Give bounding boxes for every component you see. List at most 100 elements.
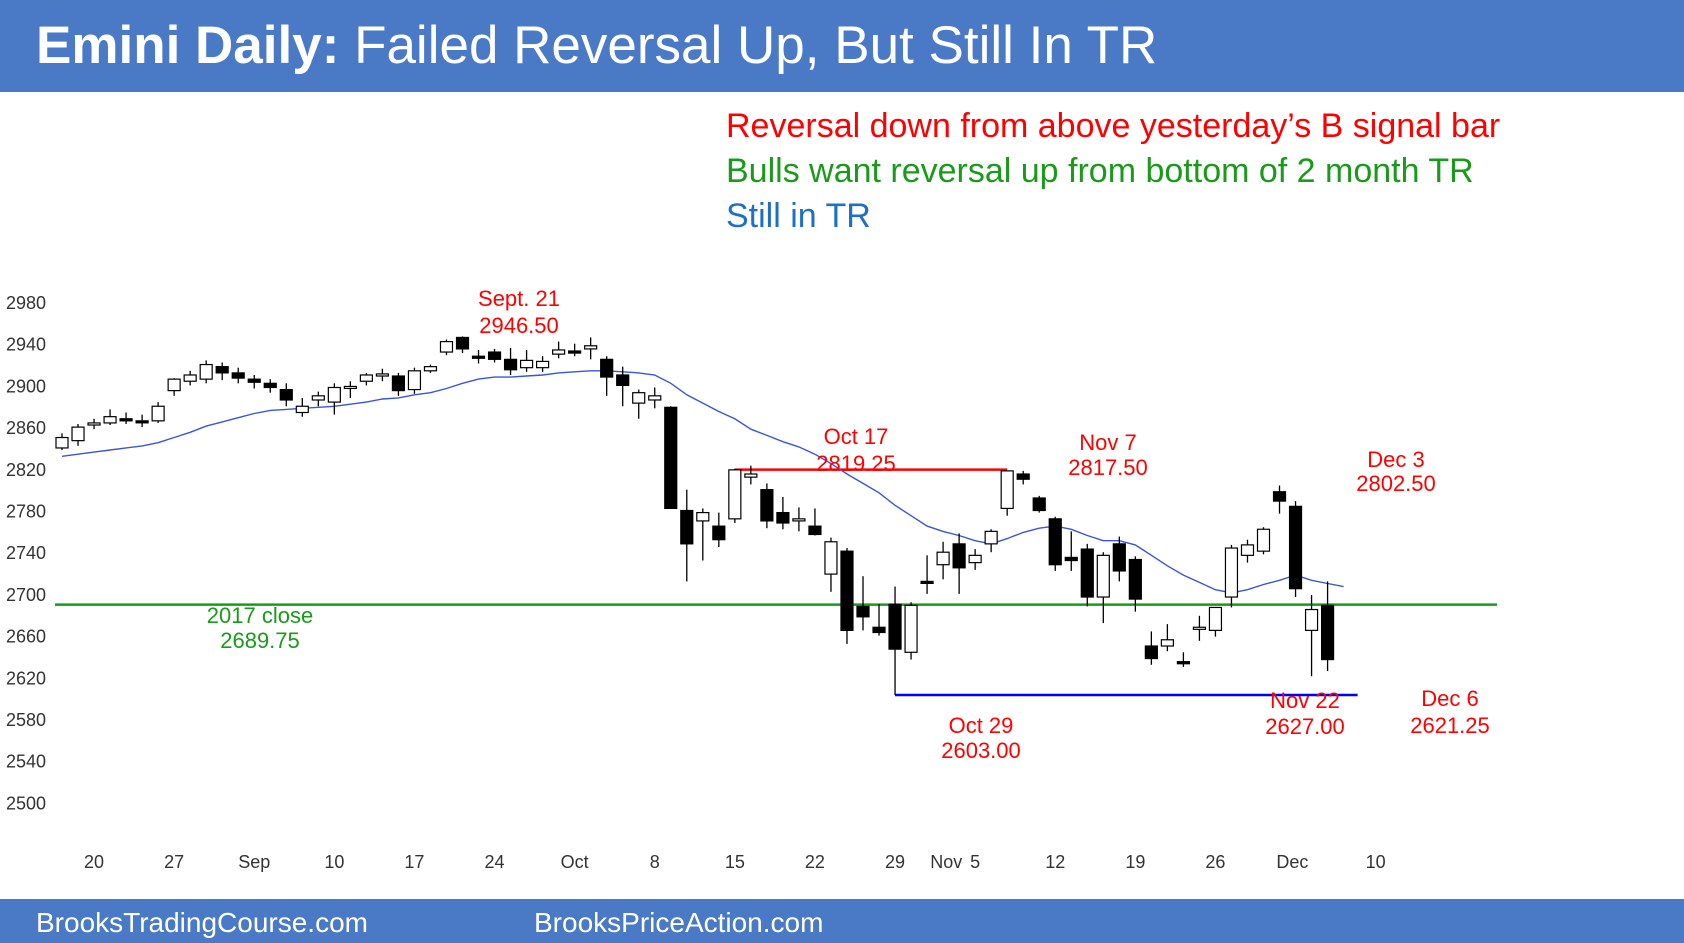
candle: [199, 360, 213, 384]
x-tick-label: Dec: [1276, 852, 1308, 872]
y-axis: 2500 2540 2580 2620 2660 2700 2740 2780 2820 2860…: [6, 270, 46, 813]
candle-body: [471, 355, 486, 359]
candle: [968, 549, 982, 570]
candle-body: [648, 395, 662, 401]
candle: [824, 537, 838, 592]
annotation-value: 2627.00: [1265, 714, 1345, 739]
y-tick-label: 2980: [6, 293, 46, 313]
candle-body: [568, 350, 582, 354]
candle-body: [87, 422, 101, 426]
candle-body: [279, 388, 293, 401]
candle-body: [1048, 518, 1062, 566]
x-tick-label: 29: [885, 852, 905, 872]
annotation-label: Oct 17: [824, 424, 889, 449]
x-tick-label: 17: [404, 852, 424, 872]
candle-body: [119, 418, 133, 422]
candle-body: [1224, 547, 1239, 598]
candle-body: [199, 363, 213, 380]
annotation-value: 2817.50: [1068, 455, 1148, 480]
candle: [487, 348, 502, 363]
candle: [936, 541, 950, 580]
candle-body: [1096, 554, 1110, 598]
candle: [776, 496, 790, 530]
candle-body: [936, 551, 950, 566]
y-tick-label: 2740: [6, 543, 46, 563]
candle-body: [1304, 608, 1319, 631]
candle-body: [455, 336, 470, 350]
candle-body: [407, 370, 422, 391]
candle: [455, 336, 470, 354]
annotation-label: Nov 7: [1079, 430, 1136, 455]
ema-line: [61, 370, 1344, 594]
x-tick-label: 24: [485, 852, 505, 872]
candle-body: [792, 518, 806, 522]
title-bold: Emini Daily:: [36, 16, 340, 75]
candle: [375, 368, 389, 382]
candle: [151, 402, 165, 423]
annotation-value: 2802.50: [1356, 471, 1436, 496]
footer-banner: BrooksTradingCourse.com BrooksPriceActio…: [0, 899, 1684, 943]
candle: [183, 370, 197, 386]
candle: [295, 397, 309, 417]
moving-average: [61, 370, 1344, 594]
candle: [1112, 536, 1126, 582]
title-rest: Failed Reversal Up, But Still In TR: [339, 16, 1158, 75]
candle-body: [1112, 543, 1126, 572]
footer-link-trading-course[interactable]: BrooksTradingCourse.com: [36, 907, 368, 938]
commentary-notes: Reversal down from above yesterday’s B s…: [726, 104, 1500, 239]
candle-body: [1144, 645, 1158, 660]
annotation-value: 2946.50: [479, 313, 559, 338]
candle-body: [968, 554, 982, 564]
candle: [904, 602, 918, 660]
candle: [471, 349, 486, 364]
candle-body: [1160, 639, 1174, 647]
candle-body: [856, 605, 870, 618]
candle: [1240, 539, 1255, 563]
candle: [1272, 485, 1287, 514]
candle: [279, 383, 293, 407]
candle-body: [1256, 528, 1271, 552]
candle-body: [1128, 558, 1142, 600]
candle: [664, 406, 678, 510]
candle: [1032, 495, 1046, 513]
candle: [856, 576, 870, 631]
candle-body: [872, 626, 886, 634]
annotation-value: 2621.25: [1410, 713, 1490, 738]
candle: [1000, 470, 1014, 516]
x-tick-label: 8: [650, 852, 660, 872]
candle: [391, 372, 406, 396]
candle: [263, 379, 277, 393]
candle: [1080, 543, 1094, 607]
candle-body: [135, 420, 149, 424]
x-tick-label: 12: [1045, 852, 1065, 872]
candle-body: [151, 405, 165, 422]
candle-body: [231, 372, 245, 379]
candle-body: [776, 511, 790, 524]
x-tick-label: 15: [725, 852, 745, 872]
candle: [728, 468, 742, 524]
candle-body: [311, 395, 325, 401]
candle-body: [888, 603, 902, 650]
candle-body: [552, 349, 566, 355]
y-tick-label: 2820: [6, 460, 46, 480]
candle: [215, 362, 229, 381]
candle-body: [71, 426, 85, 442]
note-still-in-tr: Still in TR: [726, 197, 871, 235]
x-tick-label: Nov: [930, 852, 962, 872]
candle: [1304, 594, 1319, 677]
candle: [584, 337, 598, 360]
x-tick-label: 27: [164, 852, 184, 872]
candle-body: [295, 405, 309, 414]
candle: [327, 383, 341, 415]
candle: [119, 412, 133, 424]
page-title: Emini Daily: Failed Reversal Up, But Sti…: [36, 12, 1157, 80]
candle-body: [808, 525, 822, 536]
annotation-label: Sept. 21: [478, 286, 560, 311]
x-tick-label: 10: [1366, 852, 1386, 872]
note-bulls-want: Bulls want reversal up from bottom of 2 …: [726, 152, 1474, 190]
footer-link-price-action[interactable]: BrooksPriceAction.com: [534, 907, 824, 938]
annotation-value: 2819.25: [816, 451, 896, 476]
candle: [1288, 501, 1303, 598]
candle-body: [1288, 505, 1303, 590]
